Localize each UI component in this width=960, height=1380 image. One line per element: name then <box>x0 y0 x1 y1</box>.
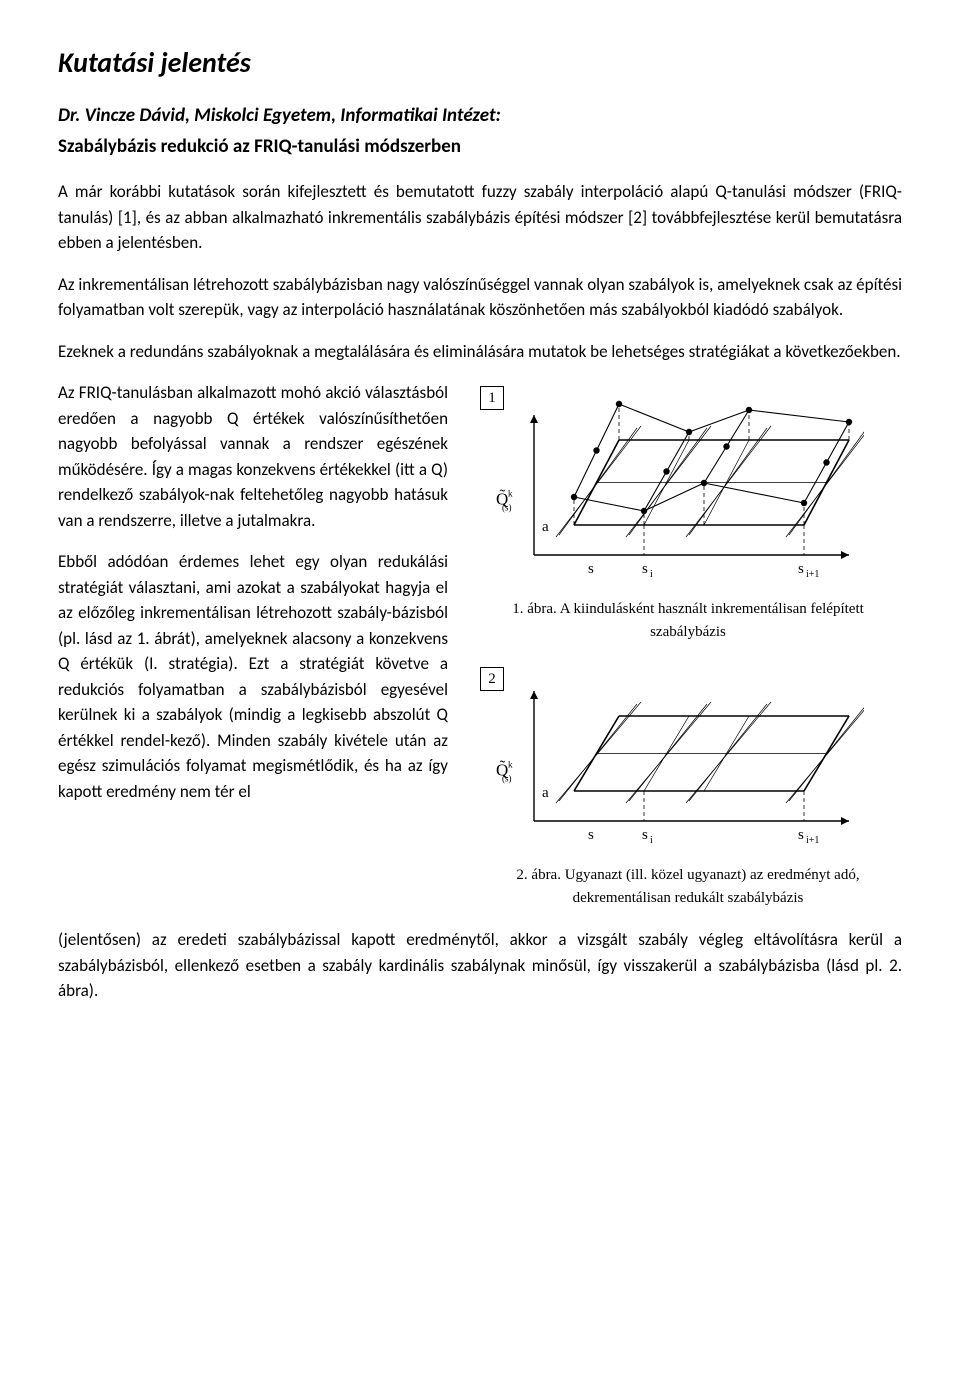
paragraph: (jelentősen) az eredeti szabálybázissal … <box>58 927 902 1004</box>
svg-text:a: a <box>542 519 549 535</box>
subtitle: Szabálybázis redukció az FRIQ-tanulási m… <box>58 133 902 162</box>
svg-text:i+1: i+1 <box>806 835 819 846</box>
svg-text:s: s <box>588 561 594 577</box>
svg-text:(s): (s) <box>502 503 512 513</box>
svg-text:s: s <box>588 827 594 843</box>
figure-1-caption: 1. ábra. A kiindulásként használt inkrem… <box>474 598 902 643</box>
svg-text:k: k <box>508 760 513 770</box>
paragraph: Az FRIQ-tanulásban alkalmazott mohó akci… <box>58 380 448 533</box>
figure-1: 1 Q̃k(s)assisi+1 <box>474 380 902 590</box>
figure-2: 2 Q̃k(s)assisi+1 <box>474 661 902 856</box>
paragraph: Ebből adódóan érdemes lehet egy olyan re… <box>58 549 448 804</box>
figure-1-svg: Q̃k(s)assisi+1 <box>474 380 864 590</box>
paragraph: Az inkrementálisan létrehozott szabálybá… <box>58 272 902 323</box>
svg-text:(s): (s) <box>502 774 512 784</box>
figure-2-caption: 2. ábra. Ugyanazt (ill. közel ugyanazt) … <box>474 864 902 909</box>
page-title: Kutatási jelentés <box>58 42 902 84</box>
svg-text:i: i <box>650 569 653 580</box>
svg-text:i: i <box>650 835 653 846</box>
svg-text:k: k <box>508 489 513 499</box>
svg-text:s: s <box>798 827 804 843</box>
figure-number-box: 1 <box>480 386 504 410</box>
figure-2-svg: Q̃k(s)assisi+1 <box>474 661 864 856</box>
authors-line: Dr. Vincze Dávid, Miskolci Egyetem, Info… <box>58 102 902 131</box>
svg-text:s: s <box>642 827 648 843</box>
svg-text:a: a <box>542 785 549 801</box>
paragraph: A már korábbi kutatások során kifejleszt… <box>58 179 902 256</box>
svg-text:i+1: i+1 <box>806 569 819 580</box>
svg-text:s: s <box>642 561 648 577</box>
figure-number-box: 2 <box>480 667 504 691</box>
svg-text:s: s <box>798 561 804 577</box>
paragraph: Ezeknek a redundáns szabályoknak a megta… <box>58 339 902 365</box>
